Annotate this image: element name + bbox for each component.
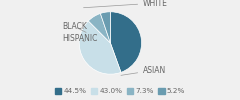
Text: BLACK: BLACK — [62, 22, 87, 32]
Legend: 44.5%, 43.0%, 7.3%, 5.2%: 44.5%, 43.0%, 7.3%, 5.2% — [52, 85, 188, 97]
Wedge shape — [100, 12, 110, 43]
Text: ASIAN: ASIAN — [121, 66, 166, 75]
Wedge shape — [79, 21, 121, 74]
Wedge shape — [110, 12, 142, 72]
Text: WHITE: WHITE — [84, 0, 168, 8]
Wedge shape — [88, 14, 110, 43]
Text: HISPANIC: HISPANIC — [62, 34, 97, 43]
